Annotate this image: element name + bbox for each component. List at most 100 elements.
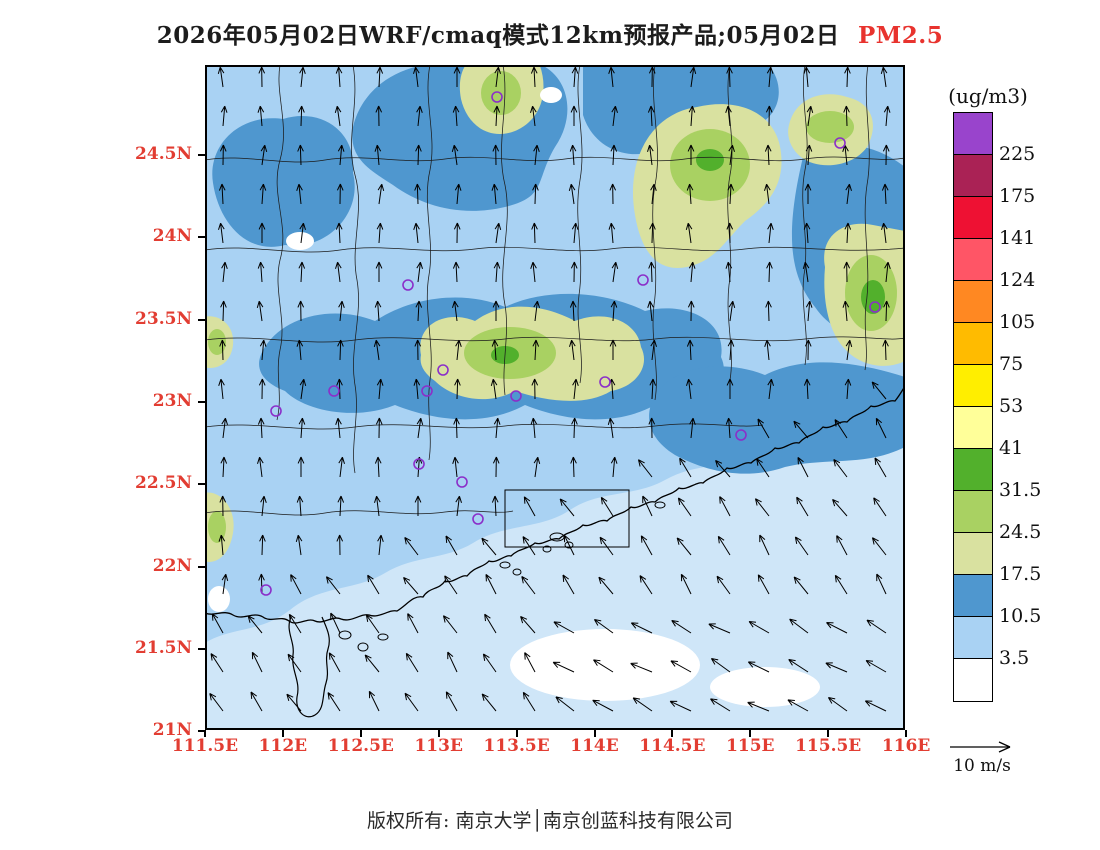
wind-vector — [882, 339, 889, 361]
wind-vector — [257, 456, 264, 478]
wind-vector — [765, 105, 773, 127]
wind-vector — [481, 537, 497, 556]
wind-vector — [797, 457, 809, 478]
wind-vector — [647, 300, 654, 322]
wind-vector — [873, 497, 887, 517]
wind-vector — [532, 183, 539, 205]
lon-tick-label: 116E — [881, 736, 931, 756]
wind-vector — [679, 457, 692, 478]
wind-vector — [522, 691, 536, 712]
wind-vector — [296, 183, 303, 205]
wind-vector — [794, 536, 809, 556]
lat-tick-mark — [198, 647, 205, 650]
wind-vector — [607, 417, 615, 439]
wind-vector — [530, 105, 537, 127]
wind-vector — [336, 534, 344, 556]
contour-region-yellowgreen-top-right — [806, 111, 854, 143]
wind-vector — [530, 66, 538, 88]
wind-vector — [251, 651, 263, 673]
wind-vector — [533, 144, 540, 166]
wind-vector — [803, 66, 811, 88]
wind-vector — [404, 536, 419, 556]
wind-vector — [715, 459, 731, 478]
wind-vector — [481, 693, 497, 712]
map-border — [205, 65, 905, 730]
wind-vector — [452, 261, 460, 283]
county-boundary-line — [204, 336, 906, 343]
wind-vector — [258, 378, 266, 400]
wind-vector — [802, 261, 810, 283]
wind-vector — [600, 496, 614, 517]
contour-region-white-spot-1 — [286, 232, 314, 250]
contour-region-white-spot-2 — [208, 586, 230, 612]
county-boundary-line — [204, 246, 906, 253]
wind-vector — [218, 378, 225, 400]
wind-vector — [337, 495, 345, 517]
wind-vector — [748, 621, 770, 634]
city-marker — [437, 364, 449, 376]
wind-vector — [568, 183, 576, 205]
wind-vector — [710, 657, 731, 673]
wind-vector — [553, 621, 575, 634]
wind-vector — [374, 300, 382, 322]
wind-vector — [337, 144, 345, 166]
lon-tick-label: 114E — [570, 736, 619, 756]
wind-vector — [766, 261, 773, 283]
wind-vector — [632, 697, 653, 712]
wind-vector — [338, 456, 345, 478]
wind-vector — [452, 456, 459, 478]
wind-vector — [454, 183, 462, 205]
wind-vector — [871, 537, 887, 556]
lon-tick-mark — [204, 730, 206, 737]
wind-vector — [571, 417, 578, 439]
county-boundary-line — [864, 64, 870, 371]
wind-vector — [286, 693, 302, 712]
lat-tick-label: 23N — [152, 390, 192, 411]
wind-vector — [647, 105, 655, 127]
wind-vector — [669, 700, 692, 712]
wind-vector — [416, 417, 424, 439]
wind-vector — [608, 222, 616, 244]
wind-vector — [298, 261, 306, 283]
wind-vector — [484, 613, 497, 634]
wind-vector — [297, 300, 305, 322]
lon-tick-mark — [671, 730, 674, 737]
wind-vector — [447, 651, 458, 673]
wind-vector — [445, 691, 458, 712]
pm25-contour-map — [203, 63, 908, 730]
wind-vector — [844, 378, 852, 400]
lon-tick-mark — [749, 730, 752, 737]
wind-vector — [552, 661, 575, 673]
wind-vector — [415, 456, 423, 478]
colorbar-cell — [954, 491, 992, 533]
wind-vector — [334, 105, 342, 127]
wind-vector — [221, 261, 228, 283]
wind-vector — [218, 183, 226, 205]
wind-vector — [717, 535, 731, 556]
wind-vector — [299, 222, 306, 244]
wind-vector — [442, 615, 458, 634]
wind-vector — [258, 66, 266, 88]
wind-vector — [609, 183, 617, 205]
wind-vector — [864, 700, 887, 712]
wind-vector — [210, 653, 224, 673]
wind-vector — [789, 618, 809, 634]
wind-vector — [218, 222, 225, 244]
island-outline — [654, 501, 666, 509]
wind-vector — [414, 183, 421, 205]
colorbar-value: 105 — [999, 311, 1036, 333]
wind-vector — [523, 496, 536, 517]
wind-vector — [530, 261, 537, 283]
wind-vector — [611, 261, 619, 283]
wind-vector — [842, 300, 850, 322]
wind-vector — [767, 222, 774, 244]
wind-vector — [258, 222, 266, 243]
wind-vector — [843, 105, 850, 127]
wind-reference-arrow — [950, 741, 1011, 753]
wind-vector — [759, 534, 770, 556]
lon-tick-mark — [905, 730, 908, 737]
lon-tick-label: 115E — [726, 736, 775, 756]
island-outline — [512, 568, 522, 576]
wind-vector — [637, 459, 653, 478]
wind-vector — [492, 300, 500, 321]
